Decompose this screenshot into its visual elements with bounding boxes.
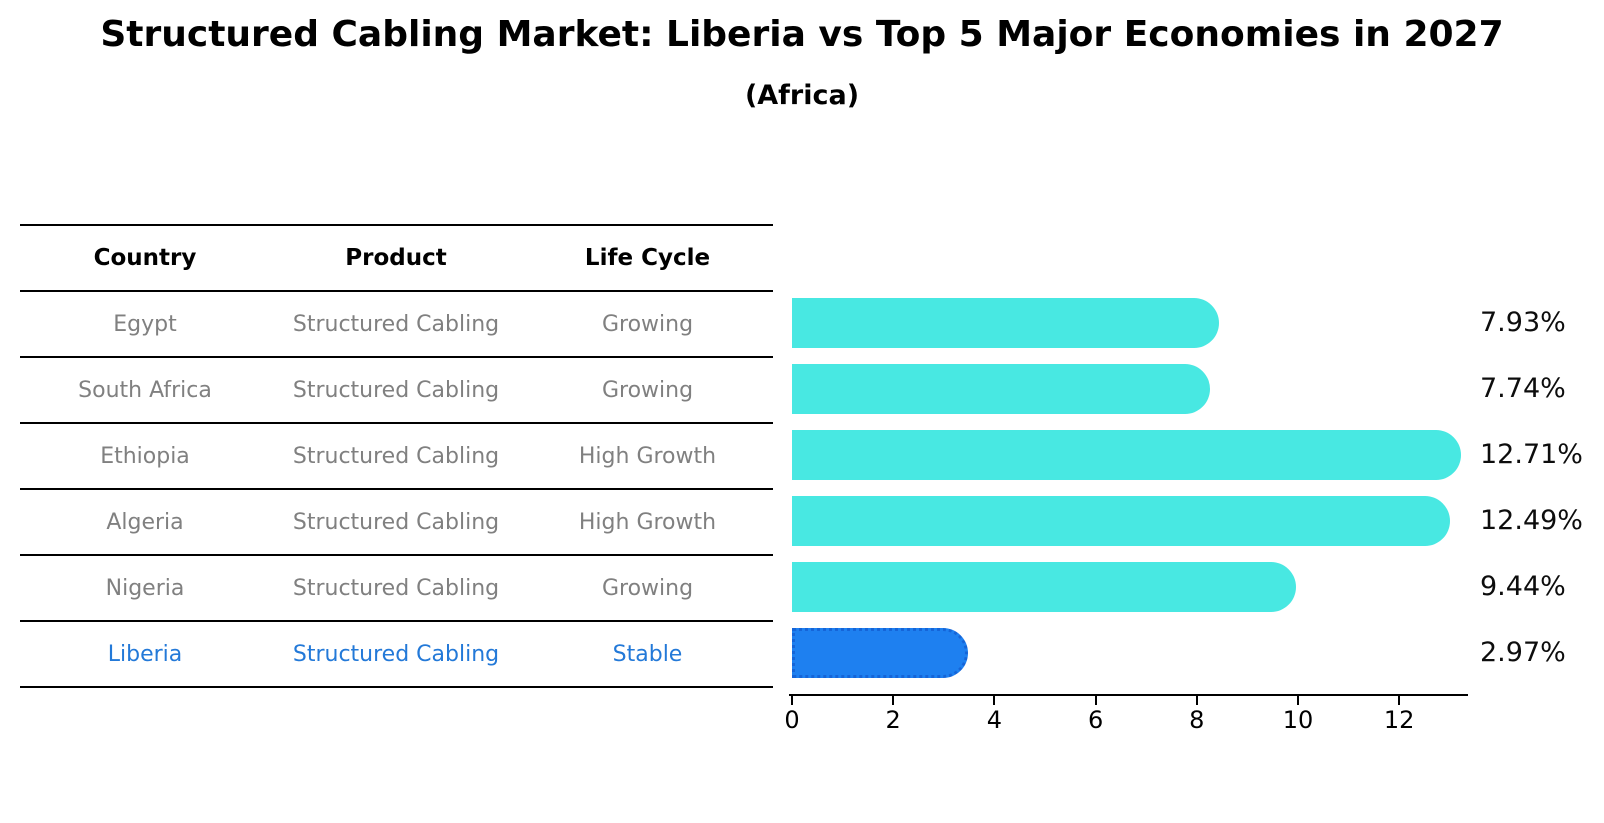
value-label: 9.44% — [1480, 571, 1566, 602]
value-label: 7.93% — [1480, 307, 1566, 338]
value-label: 12.49% — [1480, 505, 1583, 536]
x-tick-label: 8 — [1189, 706, 1205, 734]
table-cell-country: South Africa — [78, 377, 212, 403]
table-row: Nigeria Structured Cabling Growing — [20, 556, 773, 622]
value-label: 7.74% — [1480, 373, 1566, 404]
x-tick — [892, 696, 895, 705]
x-tick — [1297, 696, 1299, 705]
x-axis-line — [789, 694, 1468, 696]
table-cell-country: Ethiopia — [100, 443, 190, 469]
table-cell-product: Structured Cabling — [292, 377, 500, 403]
x-tick — [1195, 696, 1198, 705]
table-cell-product: Structured Cabling — [292, 509, 500, 535]
table-cell-life-cycle: High Growth — [578, 509, 717, 535]
table-cell-product: Structured Cabling — [292, 443, 500, 469]
table-header-product: Product — [345, 245, 447, 271]
x-tick — [993, 696, 996, 705]
x-tick-label: 0 — [784, 706, 800, 734]
table-row: Ethiopia Structured Cabling High Growth — [20, 424, 773, 490]
country-table: Country Product Life Cycle Egypt Structur… — [20, 224, 773, 688]
chart-title: Structured Cabling Market: Liberia vs To… — [100, 14, 1504, 55]
table-cell-country: Algeria — [106, 509, 184, 535]
x-tick-label: 10 — [1282, 706, 1314, 734]
bar — [792, 430, 1462, 480]
x-tick-label: 6 — [1087, 706, 1104, 734]
table-row: Egypt Structured Cabling Growing — [20, 292, 773, 358]
table-cell-country: Nigeria — [105, 575, 185, 601]
value-label: 12.71% — [1480, 439, 1583, 470]
x-tick-label: 4 — [986, 706, 1003, 734]
table-header-row: Country Product Life Cycle — [20, 226, 773, 292]
table-row: Liberia Structured Cabling Stable — [20, 622, 773, 688]
table-cell-life-cycle: Growing — [601, 575, 694, 601]
table-row: South Africa Structured Cabling Growing — [20, 358, 773, 424]
table-cell-product: Structured Cabling — [292, 575, 500, 601]
bar — [792, 298, 1220, 348]
x-tick — [1398, 696, 1401, 705]
x-tick-label: 2 — [885, 706, 901, 734]
x-tick — [1094, 696, 1097, 705]
table-cell-country: Egypt — [113, 311, 177, 337]
table-row: Algeria Structured Cabling High Growth — [20, 490, 773, 556]
table-cell-product: Structured Cabling — [292, 311, 500, 337]
value-label: 2.97% — [1480, 637, 1566, 668]
x-tick-label: 12 — [1383, 706, 1415, 734]
table-cell-life-cycle: High Growth — [578, 443, 717, 469]
bar-highlight — [792, 628, 969, 678]
table-body: Egypt Structured Cabling Growing South Afri… — [20, 292, 773, 688]
bar — [792, 364, 1210, 414]
table-cell-life-cycle: Growing — [601, 311, 694, 337]
table-header-country: Country — [93, 245, 197, 271]
table-cell-country: Liberia — [107, 641, 183, 667]
table-header-life-cycle: Life Cycle — [584, 245, 711, 271]
bar — [792, 496, 1450, 546]
chart-subtitle: (Africa) — [744, 80, 860, 111]
bar — [792, 562, 1296, 612]
table-cell-product: Structured Cabling — [292, 641, 500, 667]
table-cell-life-cycle: Stable — [612, 641, 683, 667]
x-tick — [791, 696, 793, 705]
table-cell-life-cycle: Growing — [601, 377, 694, 403]
